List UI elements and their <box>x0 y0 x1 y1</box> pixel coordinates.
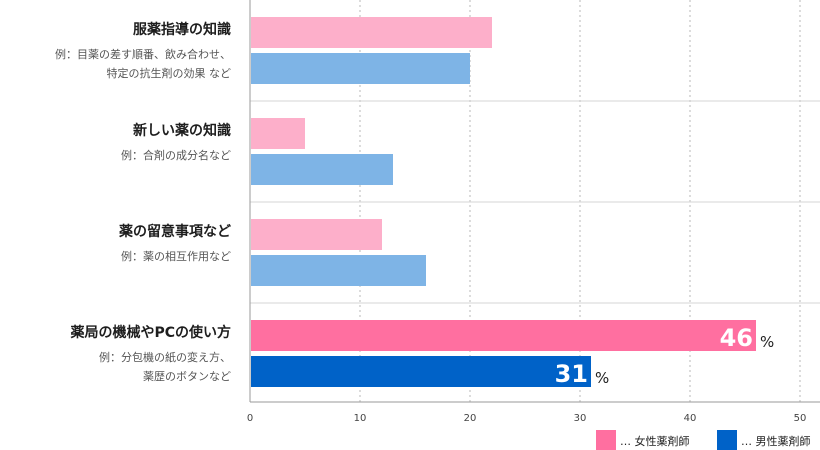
bar <box>251 53 470 84</box>
category-subtitle: 例：分包機の紙の変え方、 <box>99 350 231 364</box>
bar <box>251 320 756 351</box>
x-tick-label: 40 <box>684 413 697 424</box>
category-subtitle: 例：目薬の差す順番、飲み合わせ、 <box>55 47 231 61</box>
category-subtitle: 例：合剤の成分名など <box>121 148 231 162</box>
legend-label: … 女性薬剤師 <box>620 434 690 448</box>
bar <box>251 356 591 387</box>
data-label: 31 <box>555 360 588 388</box>
legend-swatch <box>596 430 616 450</box>
bar <box>251 118 305 149</box>
category-title: 新しい薬の知識 <box>133 122 231 139</box>
bar <box>251 219 382 250</box>
data-label-unit: % <box>595 369 609 387</box>
x-tick-label: 10 <box>354 413 367 424</box>
x-tick-label: 50 <box>794 413 807 424</box>
category-subtitle: 薬歴のボタンなど <box>143 370 231 383</box>
category-title: 薬の留意事項など <box>119 223 231 240</box>
category-subtitle: 例：薬の相互作用など <box>121 249 231 263</box>
category-title: 薬局の機械やPCの使い方 <box>70 324 231 341</box>
bar <box>251 154 393 185</box>
legend-label: … 男性薬剤師 <box>741 434 811 448</box>
data-label-unit: % <box>760 333 774 351</box>
x-tick-label: 30 <box>574 413 587 424</box>
category-title: 服薬指導の知識 <box>133 21 231 38</box>
bar <box>251 255 426 286</box>
bar <box>251 17 492 48</box>
x-tick-label: 0 <box>247 413 253 424</box>
legend-swatch <box>717 430 737 450</box>
x-tick-label: 20 <box>464 413 477 424</box>
data-label: 46 <box>720 324 753 352</box>
category-subtitle: 特定の抗生剤の効果 など <box>107 66 232 80</box>
